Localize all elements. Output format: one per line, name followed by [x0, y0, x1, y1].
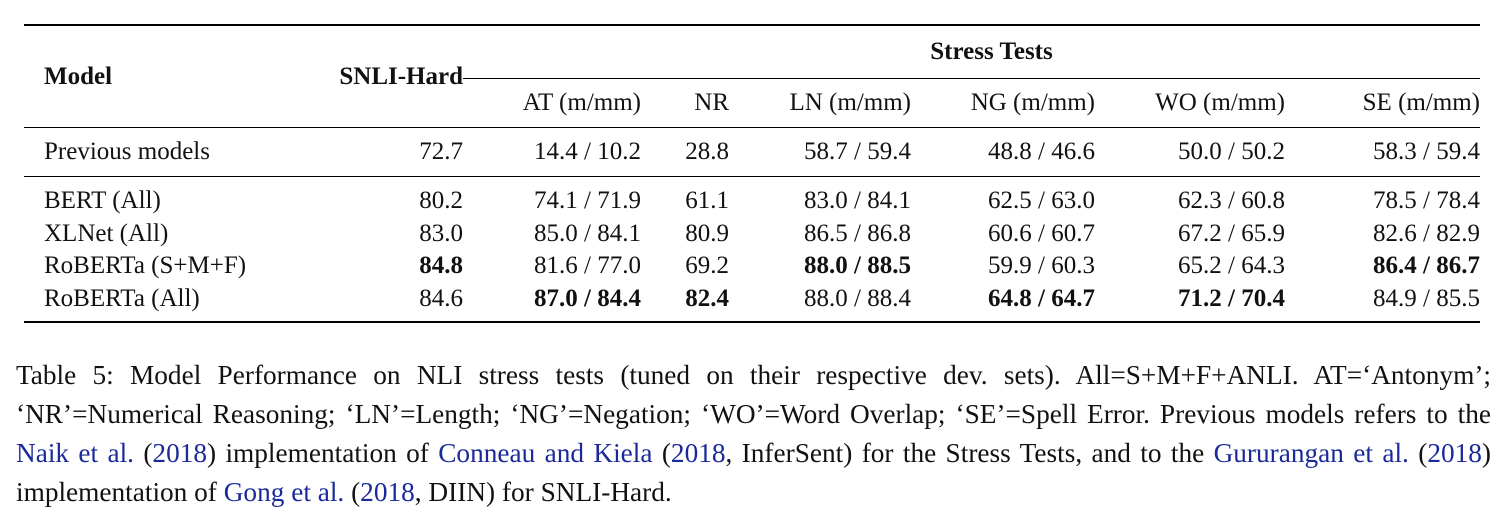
cell-nr: 80.9	[685, 219, 729, 247]
header-row-1: Model SNLI-Hard Stress Tests	[24, 26, 1480, 90]
header-ln: LN (m/mm)	[789, 89, 911, 116]
table-caption: Table 5: Model Performance on NLI stress…	[16, 356, 1491, 512]
cell-nr: 69.2	[685, 252, 729, 280]
header-wo: WO (m/mm)	[1155, 89, 1285, 116]
caption-text: ) implementation of	[16, 438, 1491, 507]
section-rule	[24, 176, 1480, 177]
cell-at: 81.6 / 77.0	[534, 252, 641, 280]
cell-snli-hard: 84.8	[419, 252, 463, 280]
bottom-rule	[24, 320, 1480, 323]
cell-ng: 59.9 / 60.3	[988, 252, 1095, 280]
cell-nr: 61.1	[685, 187, 729, 215]
cell-at: 14.4 / 10.2	[534, 138, 641, 165]
citation-gong-year-link[interactable]: 2018	[360, 477, 415, 507]
cell-snli-hard: 72.7	[419, 138, 463, 165]
cell-se: 84.9 / 85.5	[1373, 284, 1480, 312]
cell-se: 78.5 / 78.4	[1373, 187, 1480, 215]
cell-ng: 48.8 / 46.6	[988, 138, 1095, 165]
citation-naik-link[interactable]: Naik et al.	[16, 438, 134, 468]
cell-wo: 62.3 / 60.8	[1178, 187, 1285, 215]
cell-se: 58.3 / 59.4	[1373, 138, 1480, 165]
model-name: XLNet (All)	[44, 219, 169, 247]
model-name: BERT (All)	[44, 187, 161, 215]
stress-tests-rule	[24, 78, 1480, 79]
model-name: RoBERTa (S+M+F)	[44, 252, 247, 280]
cell-ln: 86.5 / 86.8	[804, 219, 911, 247]
cell-wo: 67.2 / 65.9	[1178, 219, 1285, 247]
cell-wo: 71.2 / 70.4	[1178, 284, 1285, 312]
cell-at: 74.1 / 71.9	[534, 187, 641, 215]
table-row-roberta-smf: RoBERTa (S+M+F) 84.8 81.6 / 77.0 69.2 88…	[24, 250, 1480, 283]
cell-nr: 82.4	[685, 284, 729, 312]
cell-snli-hard: 84.6	[419, 284, 463, 312]
cell-wo: 50.0 / 50.2	[1178, 138, 1285, 165]
header-snli-hard: SNLI-Hard	[339, 62, 463, 90]
table-row-bert-all: BERT (All) 80.2 74.1 / 71.9 61.1 83.0 / …	[24, 185, 1480, 218]
cell-ln: 88.0 / 88.4	[804, 284, 911, 312]
caption-text: (	[133, 438, 153, 468]
caption-text: , InferSent) for the Stress Tests, and t…	[725, 438, 1214, 468]
citation-gururangan-link[interactable]: Gururangan et al.	[1213, 438, 1409, 468]
cell-ln: 83.0 / 84.1	[804, 187, 911, 215]
table-row-xlnet-all: XLNet (All) 83.0 85.0 / 84.1 80.9 86.5 /…	[24, 218, 1480, 251]
header-row-2: AT (m/mm) NR LN (m/mm) NG (m/mm) WO (m/m…	[24, 79, 1480, 128]
cell-ng: 62.5 / 63.0	[988, 187, 1095, 215]
header-at: AT (m/mm)	[522, 89, 641, 116]
caption-text: , DIIN) for SNLI-Hard.	[414, 477, 672, 507]
results-table: Model SNLI-Hard Stress Tests AT (m/mm) N…	[24, 24, 1480, 323]
caption-text: (	[344, 477, 361, 507]
cell-snli-hard: 83.0	[419, 219, 463, 247]
header-model: Model	[44, 62, 113, 90]
citation-conneau-link[interactable]: Conneau and Kiela	[438, 438, 653, 468]
header-ng: NG (m/mm)	[970, 89, 1095, 116]
caption-text: Table 5: Model Performance on NLI stress…	[16, 360, 1491, 429]
cell-ng: 64.8 / 64.7	[988, 284, 1095, 312]
model-name: Previous models	[44, 138, 210, 165]
caption-paragraph: Table 5: Model Performance on NLI stress…	[16, 356, 1491, 512]
spacer	[24, 177, 1480, 185]
header-nr: NR	[694, 89, 729, 116]
cell-wo: 65.2 / 64.3	[1178, 252, 1285, 280]
cell-se: 86.4 / 86.7	[1373, 252, 1480, 280]
header-se: SE (m/mm)	[1362, 89, 1480, 116]
cell-at: 87.0 / 84.4	[534, 284, 641, 312]
cell-nr: 28.8	[685, 138, 729, 165]
citation-conneau-year-link[interactable]: 2018	[670, 438, 726, 468]
cell-at: 85.0 / 84.1	[534, 219, 641, 247]
caption-text: (	[652, 438, 671, 468]
header-rule	[24, 127, 1480, 128]
model-name: RoBERTa (All)	[44, 284, 200, 312]
citation-gururangan-year-link[interactable]: 2018	[1427, 438, 1482, 468]
header-stress-tests: Stress Tests	[930, 38, 1053, 65]
citation-naik-year-link[interactable]: 2018	[152, 438, 208, 468]
cell-snli-hard: 80.2	[419, 187, 463, 215]
cell-se: 82.6 / 82.9	[1373, 219, 1480, 247]
cell-ln: 58.7 / 59.4	[804, 138, 911, 165]
cell-ng: 60.6 / 60.7	[988, 219, 1095, 247]
table-row-previous-models: Previous models 72.7 14.4 / 10.2 28.8 58…	[24, 128, 1480, 177]
caption-text: ) implementation of	[207, 438, 439, 468]
cell-ln: 88.0 / 88.5	[804, 252, 911, 280]
citation-gong-link[interactable]: Gong et al.	[223, 477, 345, 507]
table-row-roberta-all: RoBERTa (All) 84.6 87.0 / 84.4 82.4 88.0…	[24, 283, 1480, 316]
caption-text: (	[1408, 438, 1428, 468]
